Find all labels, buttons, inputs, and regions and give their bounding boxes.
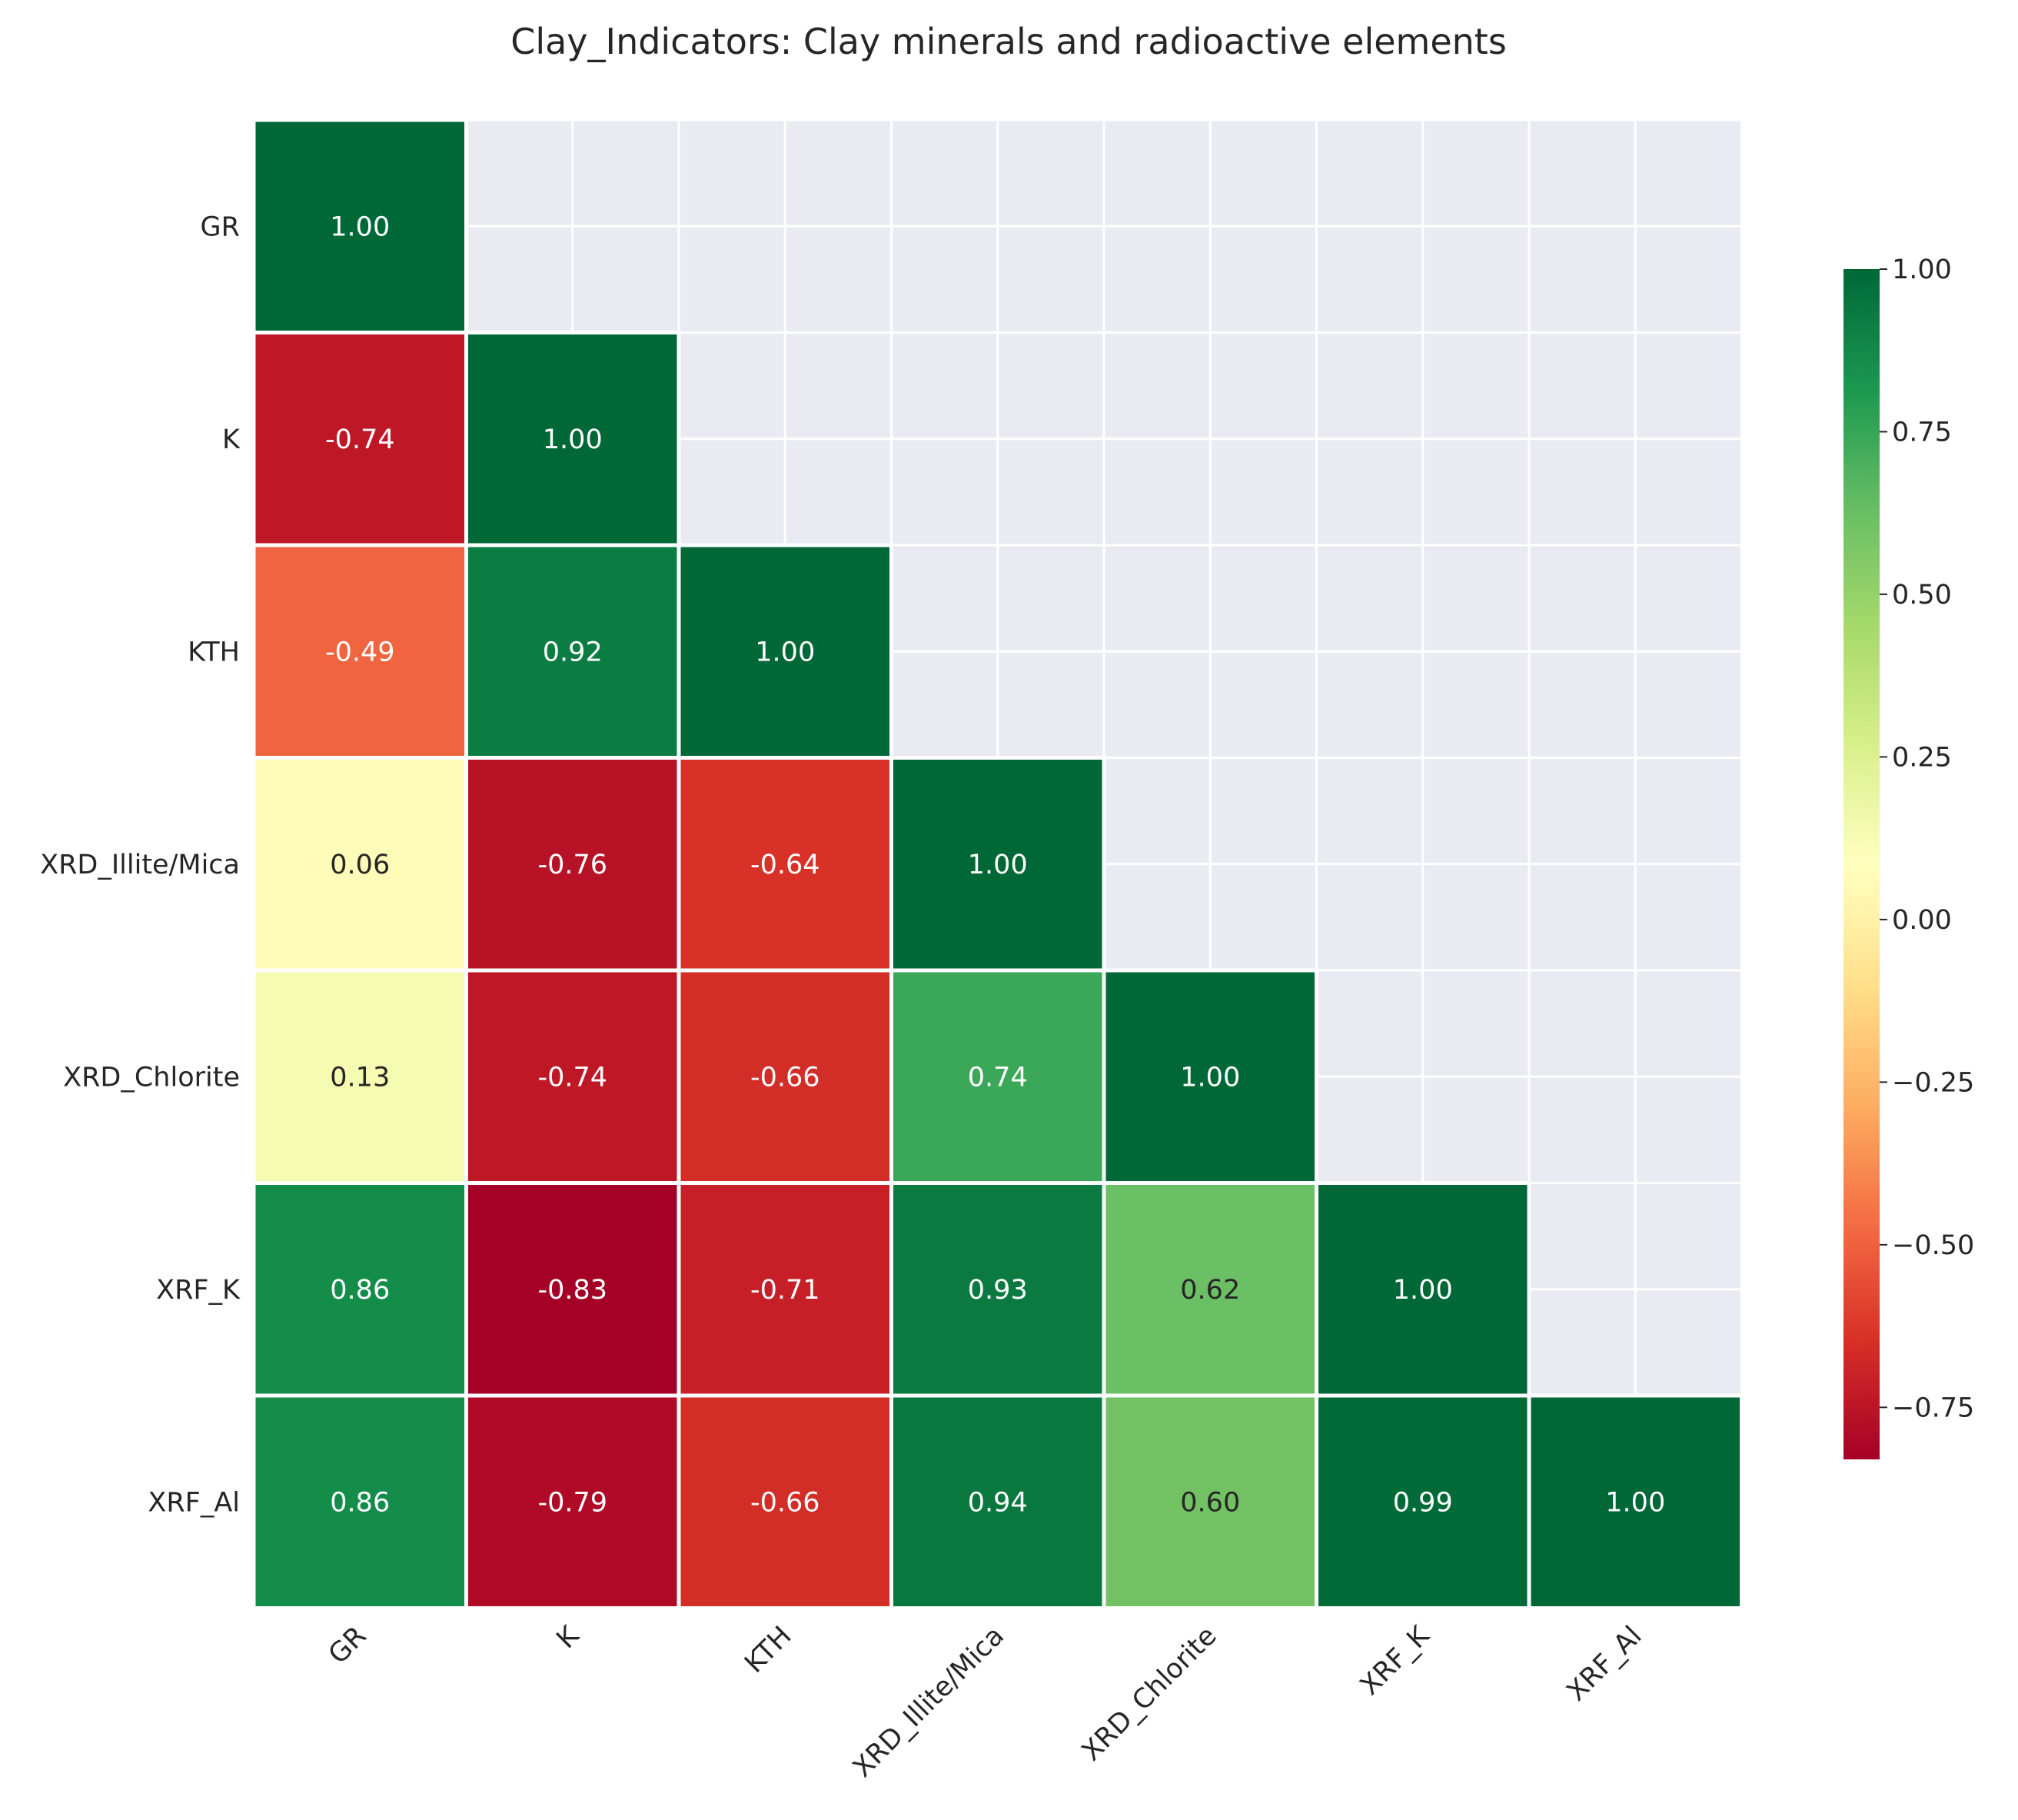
heatmap-cell-XRD_Chlorite-GR [251, 968, 468, 1185]
heatmap-cell-XRF_Al-K [464, 1393, 681, 1610]
y-tick-label: XRD_Chlorite [63, 1062, 240, 1093]
cell-value-label: 0.86 [330, 1275, 390, 1306]
cell-value-label: -0.66 [750, 1487, 820, 1518]
colorbar-tick-label: 1.00 [1892, 255, 1952, 285]
cell-value-label: 1.00 [330, 211, 390, 242]
x-tick-label: XRF_Al [1561, 1621, 1648, 1708]
cell-value-label: 0.06 [330, 850, 390, 880]
x-tick-label: K [551, 1620, 586, 1655]
y-tick-label: K [222, 424, 241, 455]
cell-value-label: 1.00 [968, 850, 1028, 880]
cell-value-label: -0.74 [537, 1062, 607, 1093]
cell-value-label: -0.49 [325, 637, 395, 667]
x-tick-label: XRD_Chlorite [1076, 1621, 1223, 1768]
cell-value-label: 0.93 [968, 1275, 1028, 1306]
chart-title: Clay_Indicators: Clay minerals and radio… [510, 21, 1507, 62]
heatmap-cell-XRD_Illite/Mica-KTH [677, 756, 893, 973]
heatmap-cell-XRF_Al-XRF_Al [1527, 1393, 1744, 1610]
heatmap-cell-XRD_Chlorite-KTH [677, 968, 893, 1185]
heatmap-cell-XRF_Al-XRF_K [1315, 1393, 1531, 1610]
cell-value-label: -0.64 [750, 850, 820, 880]
cell-value-label: 0.92 [543, 637, 603, 667]
cell-value-label: 0.94 [968, 1487, 1028, 1518]
cell-value-label: 1.00 [1180, 1062, 1240, 1093]
heatmap-cells [251, 118, 1744, 1610]
heatmap-cell-XRF_Al-XRD_Chlorite [1102, 1393, 1318, 1610]
cell-value-label: 0.74 [968, 1062, 1028, 1093]
heatmap-cell-XRD_Illite/Mica-XRD_Illite/Mica [889, 756, 1106, 973]
heatmap-cell-XRD_Illite/Mica-K [464, 756, 681, 973]
y-tick-label: GR [201, 211, 240, 242]
heatmap-cell-XRD_Chlorite-XRD_Chlorite [1102, 968, 1318, 1185]
y-tick-label: KTH [188, 637, 240, 667]
cell-value-label: 0.60 [1180, 1487, 1240, 1518]
cell-value-label: -0.74 [325, 424, 395, 455]
heatmap-cell-XRF_Al-KTH [677, 1393, 893, 1610]
heatmap-cell-XRF_K-XRF_K [1315, 1181, 1531, 1398]
cell-value-label: -0.76 [537, 850, 607, 880]
heatmap-cell-XRF_Al-GR [251, 1393, 468, 1610]
x-tick-label: KTH [739, 1621, 797, 1679]
cell-value-label: 0.62 [1180, 1275, 1240, 1306]
x-axis-tick-labels: GR K KTH XRD_Illite/Mica XRD_Chlorite XRF_K XR… [323, 1620, 1648, 1784]
colorbar-tick-label: 0.00 [1892, 905, 1952, 936]
cell-value-label: -0.66 [750, 1062, 820, 1093]
colorbar: −0.75 −0.50 −0.25 0.00 0.25 0.50 0.75 1.00 [1843, 255, 1974, 1459]
colorbar-tick-label: −0.50 [1892, 1230, 1974, 1261]
heatmap-cell-GR-GR [251, 118, 468, 334]
y-tick-label: XRF_Al [148, 1487, 240, 1518]
cell-value-label: 0.13 [330, 1062, 390, 1093]
cell-value-label: 1.00 [543, 424, 603, 455]
cell-value-label: 1.00 [1393, 1275, 1453, 1306]
cell-value-label: 1.00 [755, 637, 815, 667]
heatmap-cell-KTH-K [464, 543, 681, 760]
heatmap-cell-KTH-KTH [677, 543, 893, 760]
cell-value-label: -0.79 [537, 1487, 607, 1518]
x-tick-label: GR [323, 1621, 373, 1671]
cell-value-label: 0.86 [330, 1487, 390, 1518]
heatmap-cell-XRF_K-K [464, 1181, 681, 1398]
heatmap-cell-labels: 1.00 -0.74 1.00 -0.49 0.92 1.00 0.06 -0.76 -0.64… [325, 211, 1665, 1518]
y-tick-label: XRF_K [156, 1275, 241, 1306]
x-tick-label: XRF_K [1355, 1620, 1436, 1702]
heatmap-cell-XRD_Illite/Mica-GR [251, 756, 468, 973]
cell-value-label: 0.99 [1393, 1487, 1453, 1518]
colorbar-tick-label: −0.25 [1892, 1067, 1974, 1098]
colorbar-gradient [1843, 269, 1880, 1459]
colorbar-tick-label: 0.50 [1892, 580, 1952, 611]
colorbar-tick-label: −0.75 [1892, 1392, 1974, 1423]
cell-value-label: -0.83 [537, 1275, 607, 1306]
cell-value-label: -0.71 [750, 1275, 820, 1306]
cell-value-label: 1.00 [1605, 1487, 1665, 1518]
y-axis-tick-labels: GR K KTH XRD_Illite/Mica XRD_Chlorite XRF_K XR… [40, 211, 241, 1518]
colorbar-tick-label: 0.75 [1892, 417, 1952, 448]
colorbar-tick-label: 0.25 [1892, 742, 1952, 773]
x-tick-label: XRD_Illite/Mica [847, 1621, 1010, 1784]
y-tick-label: XRD_Illite/Mica [40, 850, 240, 880]
